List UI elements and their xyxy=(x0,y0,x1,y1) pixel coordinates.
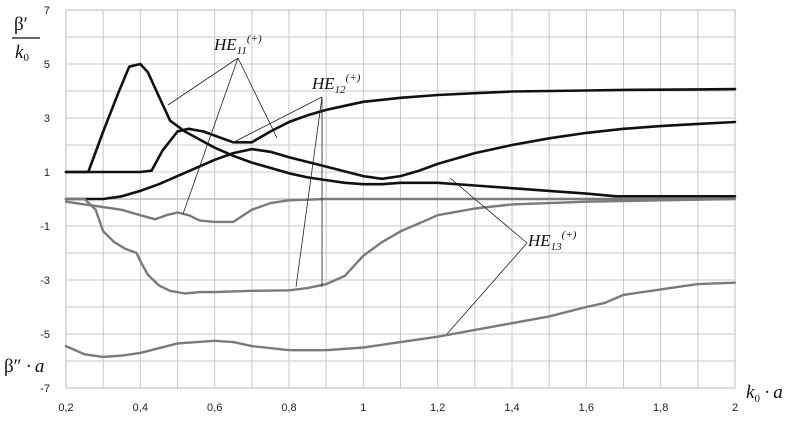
series-line-3 xyxy=(64,120,737,201)
y-axis-label-top: β′ k0 xyxy=(12,14,40,64)
series-line-2 xyxy=(64,87,737,174)
annotation-he12-sub: 12 xyxy=(335,84,347,96)
y-tick-label: -5 xyxy=(40,329,50,341)
leader-he12-a xyxy=(231,96,323,144)
x-tick-label: 0,2 xyxy=(58,402,73,414)
leader-he11-a xyxy=(167,57,239,106)
y-tick-label: 1 xyxy=(44,167,50,179)
series-line-6 xyxy=(64,281,737,359)
y-tick-label: 7 xyxy=(44,5,50,17)
y-label-bottom-a: a xyxy=(35,356,45,377)
y-tick-label: 5 xyxy=(44,59,50,71)
x-tick-label: 1,6 xyxy=(579,402,594,414)
leader-he11-c xyxy=(237,57,278,139)
annotation-he11-sup: (+) xyxy=(247,33,262,45)
y-label-denominator-sub: 0 xyxy=(23,52,29,64)
y-label-bottom-beta: β″ xyxy=(4,356,22,377)
leader-he13-a xyxy=(449,177,528,244)
series-line-5 xyxy=(64,197,737,295)
annotation-he13-sup: (+) xyxy=(562,229,577,241)
x-tick-label: 0,6 xyxy=(207,402,222,414)
leader-he13-b xyxy=(446,242,528,335)
annotation-he13: HE13(+) xyxy=(527,229,577,253)
annotation-he12: HE12(+) xyxy=(311,72,361,96)
annotation-he12-sup: (+) xyxy=(346,72,361,84)
x-axis-label: k0 · a xyxy=(746,382,783,405)
y-tick-label: -7 xyxy=(40,383,50,395)
x-tick-labels: 0,2 0,4 0,6 0,8 1 1,2 1,4 1,6 1,8 2 xyxy=(58,402,738,414)
x-tick-label: 0,8 xyxy=(281,402,296,414)
annotation-leaders xyxy=(167,57,528,335)
annotation-he13-main: HE xyxy=(527,231,551,250)
y-tick-label: 3 xyxy=(44,113,50,125)
annotation-he11-main: HE xyxy=(213,35,237,54)
y-axis-label-bottom: β″ · a xyxy=(4,356,44,377)
x-tick-label: 1,8 xyxy=(653,402,668,414)
x-tick-label: 1 xyxy=(360,402,366,414)
y-tick-labels: 7 5 3 1 -1 -3 -5 -7 xyxy=(40,5,50,395)
x-label-sub: 0 xyxy=(754,393,760,405)
x-tick-label: 0,4 xyxy=(133,402,148,414)
y-label-denominator: k0 xyxy=(15,42,29,64)
x-label-k: k xyxy=(746,382,755,403)
y-tick-label: -3 xyxy=(40,275,50,287)
annotation-he11: HE11(+) xyxy=(213,33,262,57)
x-tick-label: 1,2 xyxy=(430,402,445,414)
y-label-denominator-k: k xyxy=(15,42,24,63)
y-label-numerator: β′ xyxy=(14,14,28,35)
annotation-he11-sub: 11 xyxy=(237,45,247,57)
x-tick-label: 2 xyxy=(732,402,738,414)
series-line-1 xyxy=(64,62,737,198)
x-tick-label: 1,4 xyxy=(504,402,519,414)
leader-he11-b xyxy=(182,57,239,215)
x-label-a: a xyxy=(773,382,783,403)
annotation-he13-sub: 13 xyxy=(551,241,563,253)
annotation-he12-main: HE xyxy=(311,74,335,93)
y-tick-label: -1 xyxy=(40,221,50,233)
leader-he12-b xyxy=(295,96,323,288)
